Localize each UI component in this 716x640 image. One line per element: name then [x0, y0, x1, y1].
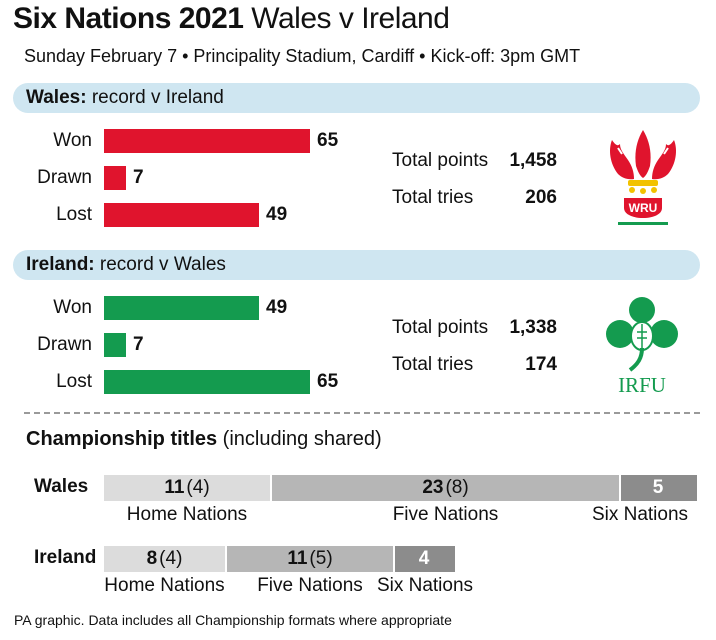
wales-won-label: Won	[53, 130, 92, 151]
wales-total-points-label: Total points	[392, 150, 489, 171]
ireland-section-title: Ireland: record v Wales	[26, 254, 226, 276]
wales-home-nations-shared: (4)	[186, 477, 210, 498]
championship-titles-heading-rest: (including shared)	[217, 428, 382, 450]
title-bold: Six Nations 2021	[13, 2, 244, 35]
welsh-feathers-logo: WRU	[610, 130, 676, 225]
ireland-won-label: Won	[53, 297, 92, 318]
wales-home-nations-value: 11	[164, 477, 185, 498]
ireland-six-nations-value: 4	[418, 548, 430, 569]
ireland-section-band	[13, 250, 700, 280]
irfu-logo-text: IRFU	[618, 373, 666, 397]
wales-five-nations-shared: (8)	[445, 477, 469, 498]
wales-won-value: 65	[317, 130, 339, 151]
ireland-home-nations-shared: (4)	[159, 548, 183, 569]
ireland-five-nations-caption: Five Nations	[257, 575, 363, 596]
ireland-total-tries-label: Total tries	[392, 354, 474, 375]
wales-total-tries-value: 206	[525, 187, 557, 208]
wales-lost-value: 49	[266, 204, 288, 225]
wru-logo-text: WRU	[629, 201, 658, 215]
ireland-section-title-rest: record v Wales	[94, 254, 226, 275]
ireland-won-bar	[104, 296, 259, 320]
championship-titles-heading-bold: Championship titles	[26, 428, 218, 450]
wales-section-title-rest: record v Ireland	[86, 87, 224, 108]
ireland-drawn-value: 7	[133, 334, 144, 355]
wales-lost-label: Lost	[56, 204, 92, 225]
wales-total-tries-label: Total tries	[392, 187, 474, 208]
ireland-won-value: 49	[266, 297, 288, 318]
ireland-section-title-bold: Ireland:	[26, 254, 95, 275]
wales-drawn-bar	[104, 166, 126, 190]
ireland-five-nations-shared: (5)	[309, 548, 333, 569]
ireland-lost-value: 65	[317, 371, 339, 392]
ireland-home-nations-caption: Home Nations	[104, 575, 225, 596]
wales-six-nations-caption: Six Nations	[591, 504, 689, 525]
wales-lost-bar	[104, 203, 259, 227]
subtitle: Sunday February 7 • Principality Stadium…	[24, 46, 581, 66]
wales-home-nations-caption: Home Nations	[126, 504, 248, 525]
wales-drawn-value: 7	[133, 167, 144, 188]
ireland-total-tries-value: 174	[525, 354, 557, 375]
section-divider	[24, 412, 700, 414]
ireland-six-nations-caption: Six Nations	[376, 575, 474, 596]
ireland-lost-bar	[104, 370, 310, 394]
wales-six-nations-value: 5	[652, 477, 664, 498]
ireland-five-nations-value: 11	[287, 548, 308, 569]
wales-five-nations-segment: 23 (8)	[272, 475, 619, 501]
ireland-home-nations-segment: 8 (4)	[104, 546, 225, 572]
wales-six-nations-segment: 5	[621, 475, 697, 501]
wales-section-band	[13, 83, 700, 113]
championship-titles-heading: Championship titles (including shared)	[26, 428, 382, 451]
wales-team-label: Wales	[34, 476, 89, 497]
wales-won-bar	[104, 129, 310, 153]
ireland-drawn-bar	[104, 333, 126, 357]
ireland-total-points-label: Total points	[392, 317, 489, 338]
title-rest: Wales v Ireland	[243, 2, 450, 35]
ireland-six-nations-segment: 4	[395, 546, 455, 572]
wales-five-nations-caption: Five Nations	[392, 504, 499, 525]
wales-section-title: Wales: record v Ireland	[26, 87, 224, 109]
ireland-lost-label: Lost	[56, 371, 92, 392]
wales-total-points-value: 1,458	[509, 150, 557, 171]
ireland-team-label: Ireland	[34, 547, 97, 568]
ireland-total-points-value: 1,338	[509, 317, 557, 338]
wales-section-title-bold: Wales:	[26, 87, 87, 108]
wales-home-nations-segment: 11 (4)	[104, 475, 270, 501]
wales-five-nations-value: 23	[422, 477, 444, 498]
page-title: Six Nations 2021 Wales v Ireland	[13, 2, 450, 36]
footer-note: PA graphic. Data includes all Championsh…	[14, 612, 452, 628]
ireland-drawn-label: Drawn	[37, 334, 92, 355]
wales-drawn-label: Drawn	[37, 167, 92, 188]
ireland-five-nations-segment: 11 (5)	[227, 546, 393, 572]
shamrock-logo: IRFU	[606, 297, 678, 397]
ireland-home-nations-value: 8	[146, 548, 158, 569]
